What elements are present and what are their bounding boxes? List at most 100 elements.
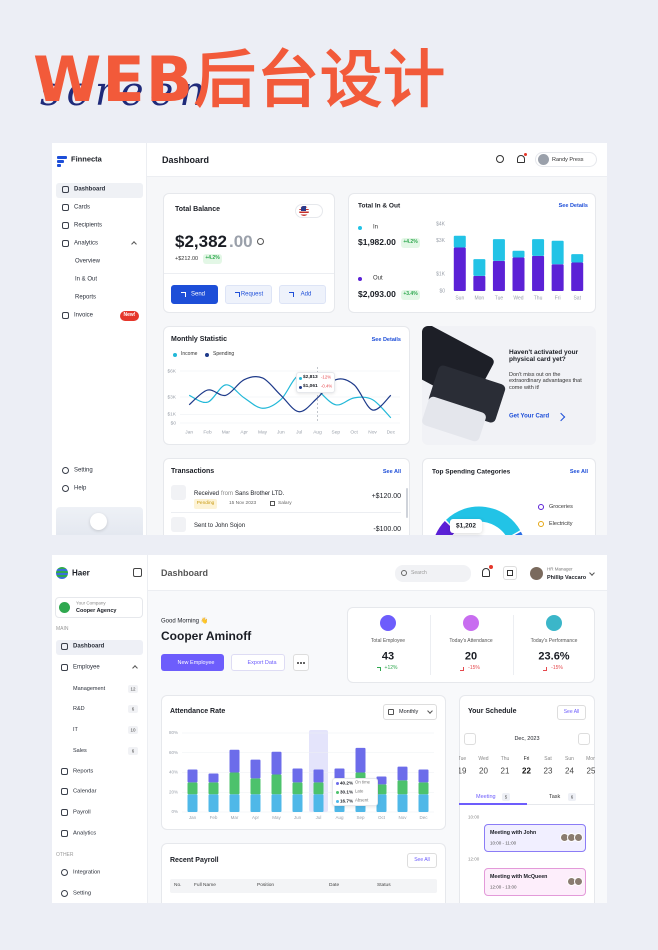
column-header: Date [329, 883, 340, 889]
column-header: No. [174, 883, 182, 889]
event-time: 10:00 - 11:00 [490, 840, 517, 846]
link[interactable]: See All [569, 468, 588, 475]
tooltip-value: 40.2% [340, 780, 354, 786]
day-number[interactable]: 19 [459, 766, 467, 776]
nav-item[interactable]: Recipients [74, 222, 103, 229]
bell-icon[interactable] [482, 568, 490, 577]
weekday: Mon [586, 756, 595, 763]
card-title: Recent Payroll [170, 856, 219, 864]
nav-item[interactable]: Dashboard [74, 186, 106, 193]
stat-value: 20 [464, 650, 478, 663]
user-pill[interactable] [535, 152, 597, 167]
arrow [460, 667, 464, 671]
button[interactable] [231, 654, 285, 671]
nav-item[interactable]: Analytics [73, 830, 97, 837]
count: 12 [130, 686, 136, 692]
nav-item[interactable]: Payroll [73, 809, 91, 816]
tooltip-label: Late [355, 788, 364, 794]
search-box[interactable] [395, 565, 471, 582]
tab[interactable]: Meeting [476, 793, 496, 800]
day-number[interactable]: 22 [522, 766, 531, 776]
dropdown[interactable] [383, 704, 437, 720]
button-label[interactable]: See All [563, 708, 580, 715]
nav-item[interactable]: Integration [73, 869, 101, 876]
button[interactable] [279, 285, 326, 304]
info-icon [257, 238, 264, 245]
button-label[interactable]: Export Data [247, 659, 277, 666]
avatar [530, 567, 543, 580]
company-label: Your Company [76, 600, 106, 606]
button-label[interactable]: Send [190, 291, 206, 298]
nav-subitem[interactable]: Management [73, 685, 106, 692]
button[interactable] [225, 285, 272, 304]
event-time: 12:00 - 13:00 [490, 884, 517, 890]
edit-button[interactable] [503, 566, 517, 580]
company-select[interactable] [55, 597, 143, 618]
stat-icon [546, 615, 562, 631]
button-label[interactable]: Request [240, 291, 264, 298]
stat-change: +12% [384, 665, 398, 672]
tooltip-value: 30.1% [340, 789, 354, 795]
currency-select[interactable] [295, 204, 323, 218]
card-title: Total Balance [175, 205, 220, 213]
nav-item[interactable]: In & Out [75, 276, 98, 283]
count-badge [128, 747, 138, 755]
nav-subitem[interactable]: R&D [73, 705, 85, 712]
button[interactable] [161, 654, 224, 671]
icon [270, 501, 275, 506]
button-label[interactable]: See All [414, 856, 430, 863]
button[interactable] [171, 285, 218, 304]
banner-script: screen [40, 69, 212, 115]
nav-item[interactable]: Employee [73, 664, 100, 671]
prev-button[interactable] [464, 733, 476, 745]
nav-item[interactable]: Invoice [74, 312, 94, 319]
link[interactable]: See Details [371, 336, 401, 343]
stat-icon [380, 615, 396, 631]
highlight-column [309, 730, 328, 812]
search-icon[interactable] [496, 155, 504, 163]
column-header: Status [377, 883, 391, 889]
next-button[interactable] [578, 733, 590, 745]
nav-item[interactable]: Reports [75, 294, 97, 301]
button[interactable] [557, 705, 586, 720]
nav-subitem[interactable]: Sales [73, 747, 87, 754]
button-label[interactable]: Add [300, 291, 312, 298]
card [422, 458, 596, 535]
tab[interactable]: Task [549, 793, 561, 800]
text: John Sojon [215, 522, 246, 529]
icon [61, 890, 68, 897]
count: 6 [131, 706, 135, 712]
nav-item[interactable]: Calendar [73, 788, 97, 795]
nav-item[interactable]: Setting [74, 467, 93, 474]
collapse-icon[interactable] [133, 568, 142, 577]
day-number[interactable]: 21 [500, 766, 510, 776]
nav-item[interactable]: Reports [73, 768, 94, 775]
button[interactable] [407, 853, 437, 868]
day-number[interactable]: 24 [565, 766, 574, 776]
bell-icon[interactable] [517, 155, 525, 163]
tooltip-change: -0.4% [321, 383, 333, 389]
nav-item[interactable]: Setting [73, 890, 92, 897]
day-number[interactable]: 20 [479, 766, 488, 776]
icon [538, 504, 544, 510]
day-number[interactable]: 23 [543, 766, 553, 776]
brand: Finnecta [71, 154, 102, 164]
stat-change: -15% [551, 665, 563, 672]
nav-item[interactable]: Cards [74, 204, 91, 211]
weekday: Sun [565, 756, 574, 763]
day-number[interactable]: 25 [586, 766, 595, 776]
search-icon [401, 570, 407, 576]
button-label[interactable]: New Employee [177, 659, 215, 666]
nav-item[interactable]: Dashboard [73, 643, 105, 650]
link[interactable]: See Details [558, 202, 588, 209]
nav-subitem[interactable]: IT [73, 726, 78, 733]
icon [61, 643, 68, 650]
nav-item[interactable]: Overview [75, 258, 101, 265]
link[interactable]: See All [382, 468, 401, 475]
link[interactable]: Get Your Card [509, 413, 550, 420]
avatar [538, 154, 549, 165]
event-title: Meeting with John [490, 829, 537, 836]
nav-item[interactable]: Help [74, 485, 87, 492]
dot [298, 385, 302, 389]
nav-item[interactable]: Analytics [74, 240, 99, 247]
